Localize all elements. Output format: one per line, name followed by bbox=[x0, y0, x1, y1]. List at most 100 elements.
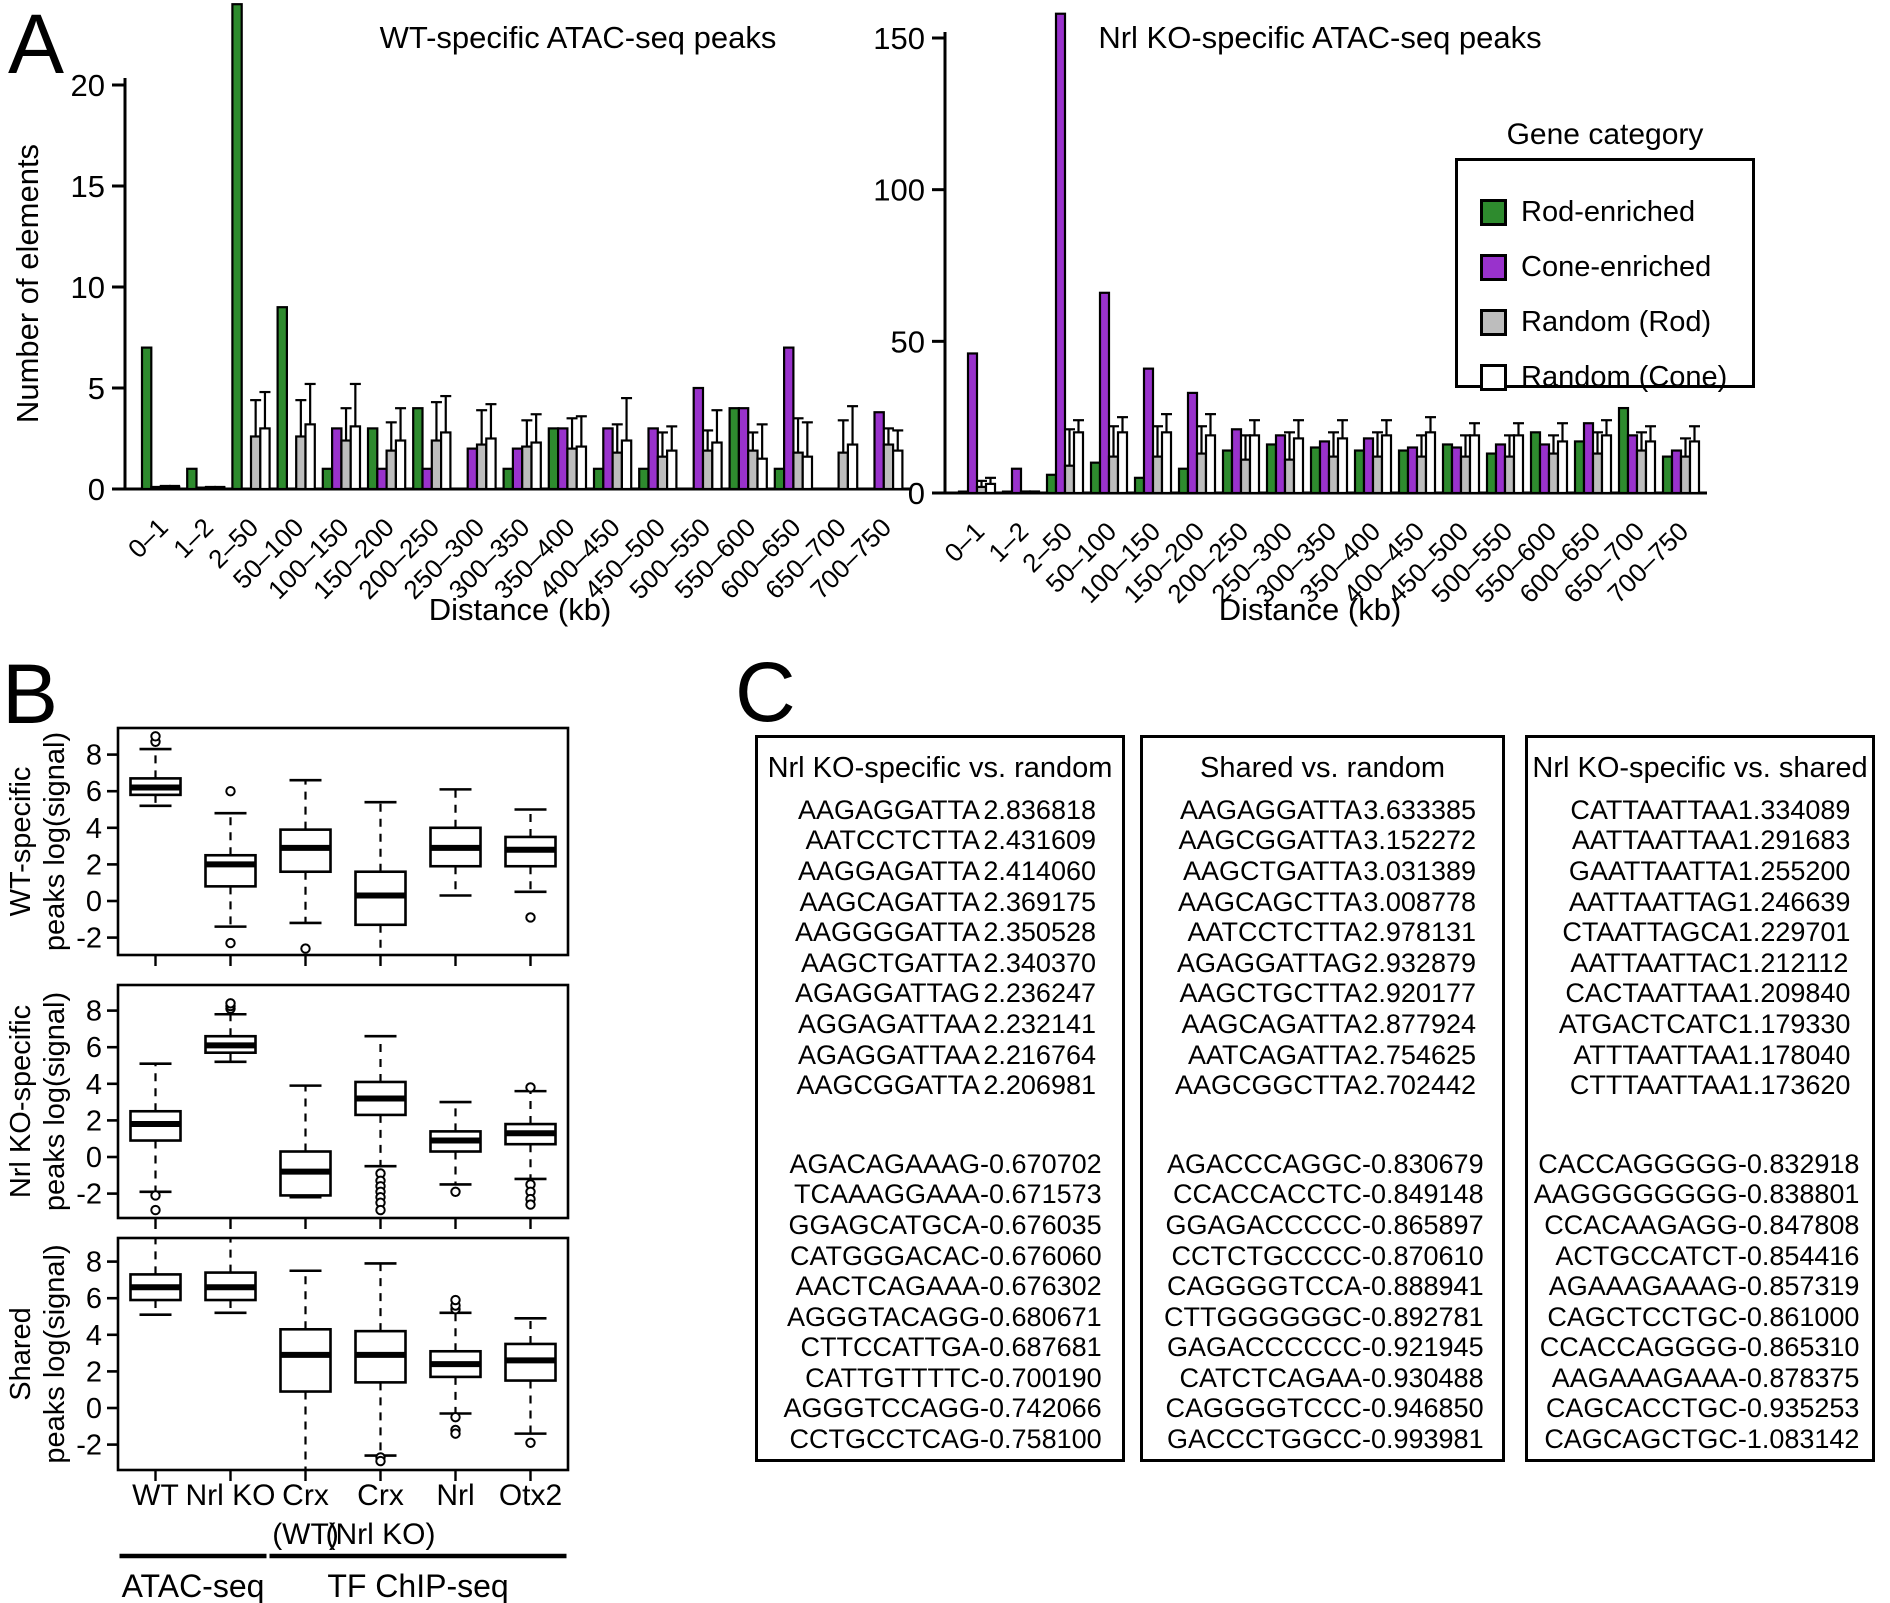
motif-rows-positive: CATTAATTAA 1.334089 AATTAATTAA 1.291683 GAAT… bbox=[1528, 795, 1872, 1101]
bar bbox=[259, 427, 271, 491]
motif-row: AATTAATTAA 1.291683 bbox=[1528, 825, 1872, 857]
y-axis-tick-label: 8 bbox=[86, 740, 102, 772]
motif-score: 2.350528 bbox=[983, 917, 1096, 948]
y-axis-title: peaks log(signal) bbox=[39, 732, 71, 951]
bar bbox=[331, 427, 343, 491]
y-axis-tick-label: 5 bbox=[88, 371, 105, 406]
bar bbox=[1116, 431, 1129, 495]
x-axis-tick-label: 0–1 bbox=[122, 512, 174, 564]
motif-sequence: AATCCTCTTA bbox=[805, 825, 981, 856]
motif-score: 2.920177 bbox=[1363, 978, 1476, 1009]
bar bbox=[1318, 440, 1331, 495]
box-category-label: Nrl bbox=[436, 1479, 474, 1512]
y-axis-tick-label: -2 bbox=[76, 1179, 102, 1211]
motif-sequence: AATTAATTAA bbox=[1571, 825, 1738, 856]
motif-row: AAGAAAGAAA -0.878375 bbox=[1528, 1363, 1872, 1394]
bar bbox=[1142, 367, 1155, 495]
motif-sequence: CAGCTCCTGC bbox=[1547, 1301, 1738, 1332]
bar bbox=[412, 407, 424, 491]
motif-score: -0.870610 bbox=[1361, 1240, 1484, 1271]
motif-score: 1.173620 bbox=[1737, 1070, 1851, 1101]
bar bbox=[249, 435, 262, 491]
legend-item-label: Random (Cone) bbox=[1521, 361, 1728, 393]
motif-table-title: Nrl KO-specific vs. shared bbox=[1532, 752, 1868, 784]
outlier-point bbox=[525, 1082, 536, 1093]
bar bbox=[1001, 490, 1014, 495]
legend-item-random-rod: Random (Rod) bbox=[1480, 295, 1752, 350]
bar bbox=[1441, 443, 1454, 495]
bar bbox=[1089, 461, 1102, 495]
motif-sequence: CAGGGGTCCA bbox=[1166, 1271, 1362, 1302]
motif-row: CCTGCCTCAG -0.758100 bbox=[758, 1424, 1122, 1455]
y-axis-tick-label: 4 bbox=[86, 813, 102, 845]
bar bbox=[984, 482, 997, 495]
bar bbox=[1063, 464, 1076, 495]
motif-sequence: AGAAAGAAAG bbox=[1548, 1271, 1738, 1302]
motif-score: -0.680671 bbox=[980, 1301, 1102, 1332]
y-axis-tick-label: 20 bbox=[71, 68, 105, 103]
motif-sequence: CACCAGGGGG bbox=[1538, 1148, 1738, 1179]
y-axis-tick-label: 100 bbox=[873, 173, 925, 208]
bar bbox=[430, 439, 443, 491]
y-axis-tick-label: 4 bbox=[86, 1320, 102, 1352]
motif-score: 3.152272 bbox=[1363, 825, 1476, 856]
motif-row: AAGCAGATTA 2.877924 bbox=[1143, 1009, 1502, 1040]
bar bbox=[1670, 449, 1683, 495]
bar bbox=[1045, 473, 1058, 495]
motif-sequence: CAGCAGCTGC bbox=[1544, 1424, 1738, 1455]
bar bbox=[701, 449, 714, 491]
motif-row: AAGCTGATTA 3.031389 bbox=[1143, 856, 1502, 887]
y-axis-tick-label: 2 bbox=[86, 1105, 102, 1137]
motif-table-title: Shared vs. random bbox=[1199, 752, 1445, 784]
bar bbox=[140, 346, 153, 491]
bar bbox=[1529, 431, 1542, 495]
bar bbox=[1635, 449, 1648, 495]
outlier-point bbox=[150, 731, 161, 742]
motif-sequence: ATTTAATTAA bbox=[1573, 1039, 1738, 1070]
motif-row: CTTGGGGGGC -0.892781 bbox=[1143, 1302, 1502, 1333]
gene-category-legend: Rod-enriched Cone-enriched Random (Rod) … bbox=[1455, 158, 1755, 393]
motif-sequence: AAGCGGATTA bbox=[1178, 825, 1362, 856]
outlier-point bbox=[450, 1294, 461, 1306]
motif-sequence: GAGACCCCCC bbox=[1166, 1332, 1362, 1363]
motif-sequence: AGGAGATTAA bbox=[798, 1008, 981, 1039]
y-axis-tick-label: 2 bbox=[86, 849, 102, 881]
motif-score: -0.878375 bbox=[1737, 1362, 1860, 1393]
bar bbox=[421, 467, 433, 491]
motif-score: 2.702442 bbox=[1363, 1070, 1476, 1101]
motif-score: -0.861000 bbox=[1737, 1301, 1860, 1332]
motif-sequence: CCTCTGCCCC bbox=[1171, 1240, 1362, 1271]
motif-row: CAGGGGTCCA -0.888941 bbox=[1143, 1271, 1502, 1302]
y-axis-tick-label: -2 bbox=[76, 1430, 102, 1462]
bar bbox=[728, 407, 740, 491]
bar bbox=[1160, 431, 1173, 495]
motif-sequence: GGAGCATGCA bbox=[788, 1209, 981, 1240]
outlier-point bbox=[525, 1437, 536, 1448]
motif-sequence: CCACCAGGGG bbox=[1539, 1332, 1738, 1363]
bar bbox=[150, 485, 162, 491]
motif-score: 2.932879 bbox=[1363, 947, 1476, 978]
motif-sequence: AAGAAAGAAA bbox=[1551, 1362, 1738, 1393]
bar bbox=[756, 457, 768, 491]
bar bbox=[1336, 437, 1349, 495]
bar bbox=[1239, 458, 1252, 495]
bar bbox=[1204, 434, 1217, 495]
motif-row: GGAGCATGCA -0.676035 bbox=[758, 1210, 1122, 1241]
outlier-point bbox=[225, 786, 236, 797]
motif-sequence: AAGCGGCTTA bbox=[1174, 1070, 1362, 1101]
bar bbox=[186, 467, 198, 491]
motif-score: -0.892781 bbox=[1361, 1301, 1484, 1332]
motif-row: AATTAATTAG 1.246639 bbox=[1528, 887, 1872, 918]
chart-title: WT-specific ATAC-seq peaks bbox=[380, 20, 777, 55]
chart-title: Nrl KO-specific ATAC-seq peaks bbox=[1098, 20, 1541, 55]
motif-row: AAGGAGATTA 2.414060 bbox=[758, 856, 1122, 887]
motif-row: ATGACTCATC 1.179330 bbox=[1528, 1009, 1872, 1040]
motif-row: AACTCAGAAA -0.676302 bbox=[758, 1271, 1122, 1302]
y-axis-tick-label: -2 bbox=[76, 923, 102, 955]
motif-score: 1.209840 bbox=[1737, 978, 1851, 1009]
bar bbox=[711, 441, 723, 491]
motif-table-nrlko-vs-random: Nrl KO-specific vs. random AAGAGGATTA 2.8… bbox=[755, 735, 1125, 1462]
bar bbox=[647, 427, 659, 491]
